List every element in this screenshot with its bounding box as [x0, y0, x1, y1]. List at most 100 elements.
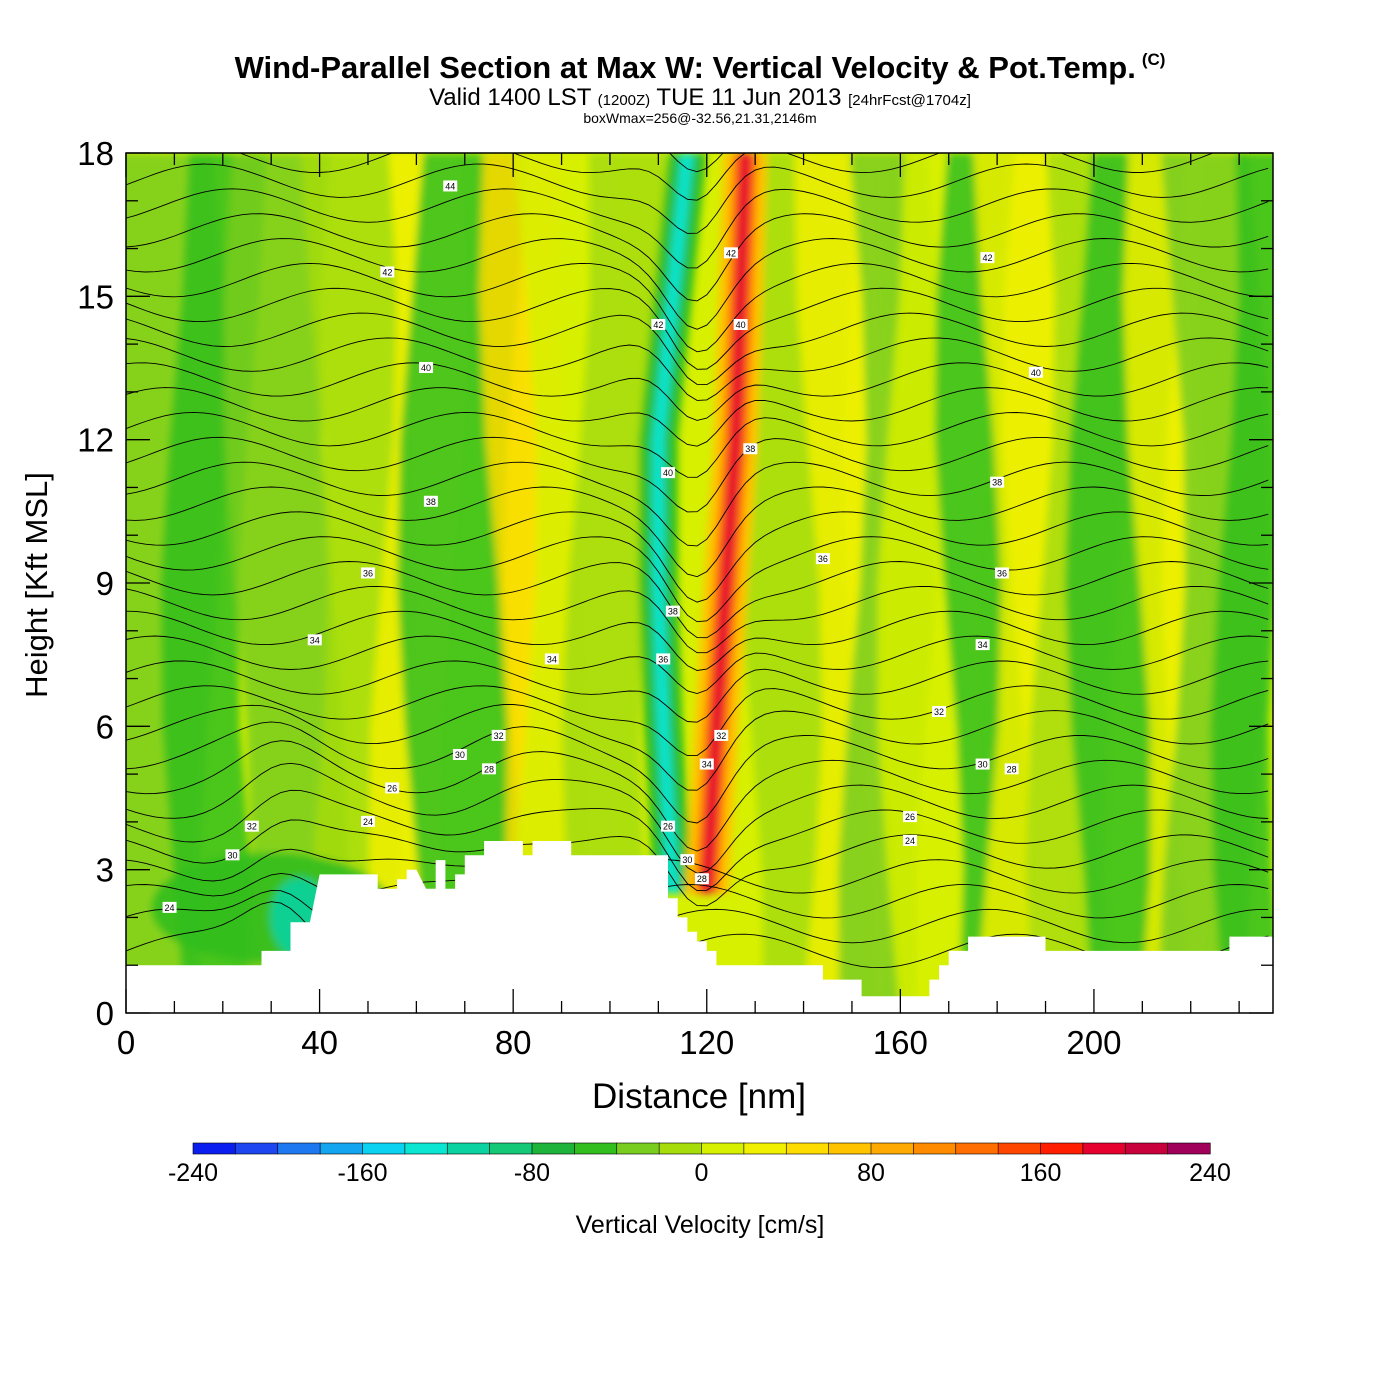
theta-label-text: 24: [165, 903, 175, 913]
y-tick-label: 9: [96, 565, 114, 602]
theta-label-box: [680, 854, 695, 866]
theta-label-text: 42: [382, 267, 392, 277]
theta-label-text: 32: [934, 707, 944, 717]
x-tick-label: 120: [679, 1024, 734, 1061]
theta-label-box: [651, 319, 666, 330]
colorbar-tick-label: 80: [857, 1159, 885, 1187]
theta-label: 42: [723, 247, 738, 258]
theta-contour: [126, 872, 1269, 919]
theta-label: 26: [903, 811, 918, 823]
theta-label-box: [932, 706, 947, 717]
theta-label-text: 40: [421, 363, 431, 373]
chart-title: Wind-Parallel Section at Max W: Vertical…: [0, 50, 1400, 86]
theta-label: 28: [481, 763, 496, 775]
terrain: [126, 841, 1273, 1013]
theta-label-box: [491, 729, 506, 741]
theta-contour: [126, 238, 1269, 330]
theta-label-text: 30: [682, 855, 692, 865]
theta-contour: [126, 660, 1269, 723]
colorbar-swatch: [531, 1142, 575, 1155]
theta-label-box: [903, 811, 918, 823]
theta-label: 40: [661, 467, 676, 479]
colorbar-swatch: [574, 1142, 618, 1155]
colorbar-label: Vertical Velocity [cm/s]: [576, 1211, 825, 1239]
theta-label-text: 34: [547, 654, 557, 664]
colorbar-swatch: [1124, 1142, 1169, 1155]
theta-contour: [126, 411, 1269, 478]
theta-contour: [126, 740, 1269, 852]
theta-contour: [126, 387, 1269, 447]
theta-label: 28: [1004, 763, 1019, 775]
colorbar-swatch: [319, 1142, 364, 1155]
theta-contour: [126, 536, 1269, 623]
y-tick-label: 15: [77, 278, 114, 315]
colorbar-swatch: [277, 1142, 321, 1155]
colorbar-tick-label: 0: [695, 1159, 709, 1187]
theta-label: 24: [162, 901, 177, 913]
colorbar-swatch: [404, 1142, 448, 1155]
theta-contour: [126, 188, 1269, 269]
theta-label: 26: [385, 782, 400, 794]
x-tick-label: 200: [1066, 1024, 1121, 1061]
theta-label-box: [1004, 763, 1019, 775]
theta-label-text: 24: [363, 817, 373, 827]
theta-label-text: 28: [484, 764, 494, 774]
theta-label: 42: [380, 266, 395, 278]
colorbar-tick-label: -240: [168, 1159, 218, 1187]
theta-label: 38: [665, 605, 680, 617]
theta-label: 38: [423, 495, 438, 507]
theta-label-text: 40: [736, 320, 746, 330]
y-tick-label: 3: [96, 852, 114, 889]
theta-label-text: 28: [697, 874, 707, 884]
theta-label-text: 30: [978, 760, 988, 770]
theta-label: 44: [443, 180, 458, 192]
theta-label-text: 32: [716, 731, 726, 741]
colorbar-tick-label: 160: [1020, 1159, 1062, 1187]
theta-contour: [126, 819, 1269, 907]
theta-label: 40: [1028, 366, 1043, 378]
theta-label: 36: [360, 567, 375, 579]
theta-contour: [126, 848, 1269, 894]
colorbar-swatch: [192, 1142, 236, 1155]
theta-label-text: 26: [663, 822, 673, 832]
theta-label-text: 34: [978, 640, 988, 650]
theta-contour: [126, 461, 1269, 547]
colorbar-swatch: [1082, 1142, 1126, 1155]
theta-label-text: 32: [247, 822, 257, 832]
theta-label-text: 44: [445, 181, 455, 191]
theta-label-box: [423, 495, 438, 507]
theta-label-box: [733, 319, 748, 330]
theta-contour: [126, 362, 1269, 421]
theta-label-box: [980, 252, 995, 264]
y-tick-label: 6: [96, 708, 114, 745]
theta-label-text: 28: [1007, 764, 1017, 774]
theta-contour: [126, 704, 1269, 791]
colorbar-swatch: [785, 1142, 830, 1155]
theta-contour: [126, 262, 1269, 353]
colorbar-tick-label: -80: [514, 1159, 550, 1187]
x-tick-label: 80: [495, 1024, 532, 1061]
theta-label: 38: [990, 476, 1005, 488]
theta-label-box: [380, 266, 395, 278]
x-axis-label: Distance [nm]: [592, 1077, 806, 1116]
theta-label: 36: [656, 653, 671, 665]
theta-label-box: [452, 749, 467, 760]
theta-contour: [126, 287, 1269, 370]
y-axis-label: Height [Kft MSL]: [19, 472, 54, 698]
theta-contour: [126, 635, 1269, 694]
y-tick-label: 18: [77, 135, 114, 172]
theta-label: 32: [932, 706, 947, 717]
theta-label-text: 36: [363, 568, 373, 578]
theta-contour: [126, 585, 1269, 654]
updraft-core: [700, 153, 752, 894]
colorbar-swatch: [362, 1142, 406, 1155]
theta-contour: [126, 163, 1269, 234]
theta-label-box: [656, 653, 671, 665]
theta-label-text: 24: [905, 836, 915, 846]
theta-label: 28: [694, 873, 709, 885]
theta-label: 30: [975, 758, 990, 770]
chart-subtitle: Valid 1400 LST (1200Z) TUE 11 Jun 2013 […: [0, 84, 1400, 112]
theta-label-text: 34: [702, 760, 712, 770]
colorbar-swatch: [1040, 1142, 1084, 1155]
theta-label-box: [975, 639, 990, 651]
